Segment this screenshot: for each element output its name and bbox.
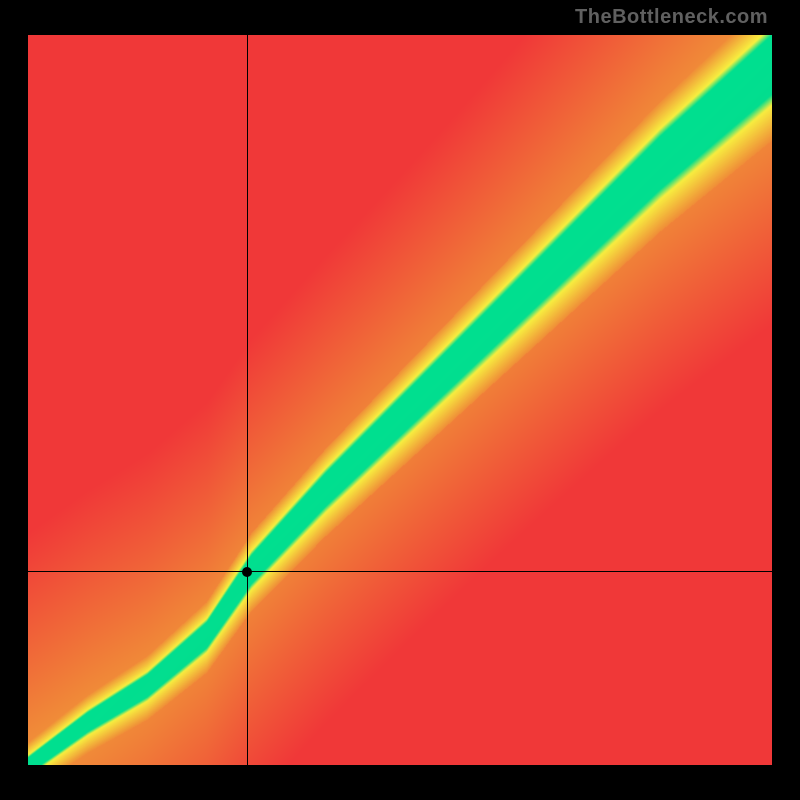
watermark-text: TheBottleneck.com bbox=[575, 6, 768, 29]
crosshair-marker bbox=[242, 567, 252, 577]
crosshair-horizontal bbox=[28, 571, 772, 572]
crosshair-vertical bbox=[247, 35, 248, 765]
heatmap-plot bbox=[28, 35, 772, 765]
heatmap-canvas bbox=[28, 35, 772, 765]
